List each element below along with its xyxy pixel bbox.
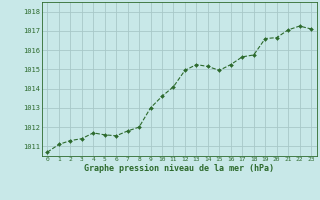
X-axis label: Graphe pression niveau de la mer (hPa): Graphe pression niveau de la mer (hPa): [84, 164, 274, 173]
